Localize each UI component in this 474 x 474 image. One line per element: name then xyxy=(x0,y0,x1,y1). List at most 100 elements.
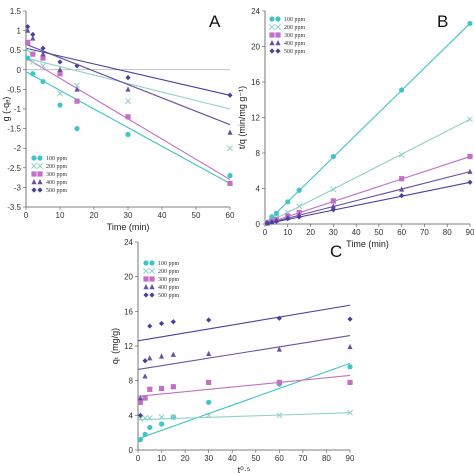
data-point xyxy=(285,216,291,222)
data-point xyxy=(74,86,80,92)
data-point xyxy=(142,431,148,437)
y-tick-label: -3.5 xyxy=(7,203,21,212)
y-tick-label: 20 xyxy=(124,273,133,282)
data-point xyxy=(57,90,63,97)
data-point xyxy=(296,187,302,193)
data-point xyxy=(40,55,46,61)
x-tick-label: 60 xyxy=(397,228,406,237)
data-point xyxy=(142,395,148,401)
legend-marker xyxy=(149,276,155,282)
legend-marker xyxy=(149,268,155,274)
data-point xyxy=(137,395,143,401)
legend-entry: 500 ppm xyxy=(284,49,306,55)
legend-entry: 400 ppm xyxy=(46,180,68,186)
legend-entry: 400 ppm xyxy=(158,285,180,291)
data-point xyxy=(137,412,143,418)
x-axis-label: Time (min) xyxy=(346,239,389,249)
fit-line xyxy=(25,57,231,110)
x-tick-label: 80 xyxy=(443,228,452,237)
data-point xyxy=(40,78,46,85)
legend-entry: 500 ppm xyxy=(158,293,180,299)
legend-marker xyxy=(143,292,149,298)
legend-marker xyxy=(143,268,149,274)
x-tick-label: 50 xyxy=(374,228,383,237)
data-point xyxy=(399,87,405,93)
x-tick-label: 60 xyxy=(226,211,235,220)
data-point xyxy=(25,24,31,30)
data-point xyxy=(330,203,336,209)
legend-entry: 300 ppm xyxy=(46,172,68,178)
legend-marker xyxy=(31,187,37,193)
x-axis-label: Time (min) xyxy=(107,222,150,232)
data-point xyxy=(137,399,143,405)
y-tick-label: 8 xyxy=(256,149,261,158)
data-point xyxy=(399,186,405,192)
data-point xyxy=(227,129,233,135)
data-point xyxy=(57,66,63,72)
data-point xyxy=(25,55,31,61)
y-tick-label: 0 xyxy=(17,66,22,75)
x-tick-label: 10 xyxy=(283,228,292,237)
data-point xyxy=(273,210,279,216)
panel-c-label: C xyxy=(330,242,342,261)
legend-marker xyxy=(37,163,43,169)
y-tick-label: 24 xyxy=(124,238,133,247)
y-tick-label: 16 xyxy=(251,78,260,87)
fit-line xyxy=(25,47,231,96)
data-point xyxy=(40,62,46,69)
y-tick-label: 20 xyxy=(251,43,260,52)
data-point xyxy=(57,102,63,108)
x-tick-label: 70 xyxy=(420,228,429,237)
data-point xyxy=(227,145,233,152)
data-point xyxy=(25,39,31,45)
data-point xyxy=(125,98,131,105)
data-point xyxy=(30,51,36,57)
legend-marker xyxy=(269,48,275,54)
x-tick-label: 70 xyxy=(298,454,307,463)
y-axis-label: t/q (min/mg g⁻¹) xyxy=(237,86,247,149)
x-tick-label: 0 xyxy=(136,454,141,463)
data-point xyxy=(227,92,233,98)
data-point xyxy=(264,220,270,226)
legend-marker xyxy=(31,163,37,169)
y-tick-label: -2.5 xyxy=(7,164,21,173)
fit-line xyxy=(137,374,351,397)
data-point xyxy=(170,384,176,390)
data-point xyxy=(125,114,131,120)
panel-c-chart: 0 10 20 30 40 50 60 70 80 90 0 4 8 12 16 20 24 t⁰·⁵ qₜ (mg… xyxy=(110,238,355,474)
legend-marker xyxy=(37,187,43,193)
legend-entry: 200 ppm xyxy=(284,25,306,31)
legend-marker xyxy=(143,284,149,290)
x-tick-label: 60 xyxy=(275,454,284,463)
panel-b-label: B xyxy=(437,12,448,31)
data-point xyxy=(24,47,31,54)
data-point xyxy=(57,71,63,77)
legend-marker xyxy=(275,16,281,22)
data-point xyxy=(330,186,337,193)
data-point xyxy=(147,424,153,431)
data-point xyxy=(158,320,165,327)
data-point xyxy=(276,346,282,352)
legend-marker xyxy=(275,24,281,30)
data-point xyxy=(227,180,233,187)
data-point xyxy=(74,82,80,89)
data-point xyxy=(330,207,336,213)
data-point xyxy=(30,31,36,38)
x-tick-label: 90 xyxy=(466,228,474,237)
x-tick-label: 40 xyxy=(158,211,167,220)
data-point xyxy=(125,131,131,138)
legend-marker xyxy=(37,179,43,185)
legend-marker xyxy=(143,276,149,282)
y-tick-label: -3 xyxy=(14,183,22,192)
legend-marker xyxy=(149,292,155,298)
data-point xyxy=(137,415,144,422)
legend-entry: 100 ppm xyxy=(46,156,68,162)
x-tick-label: 80 xyxy=(322,454,331,463)
legend-entry: 400 ppm xyxy=(284,41,306,47)
data-point xyxy=(347,409,353,416)
legend-entry: 300 ppm xyxy=(158,277,180,283)
data-point xyxy=(276,412,283,419)
y-tick-label: 0 xyxy=(256,220,261,229)
data-point xyxy=(399,176,405,182)
